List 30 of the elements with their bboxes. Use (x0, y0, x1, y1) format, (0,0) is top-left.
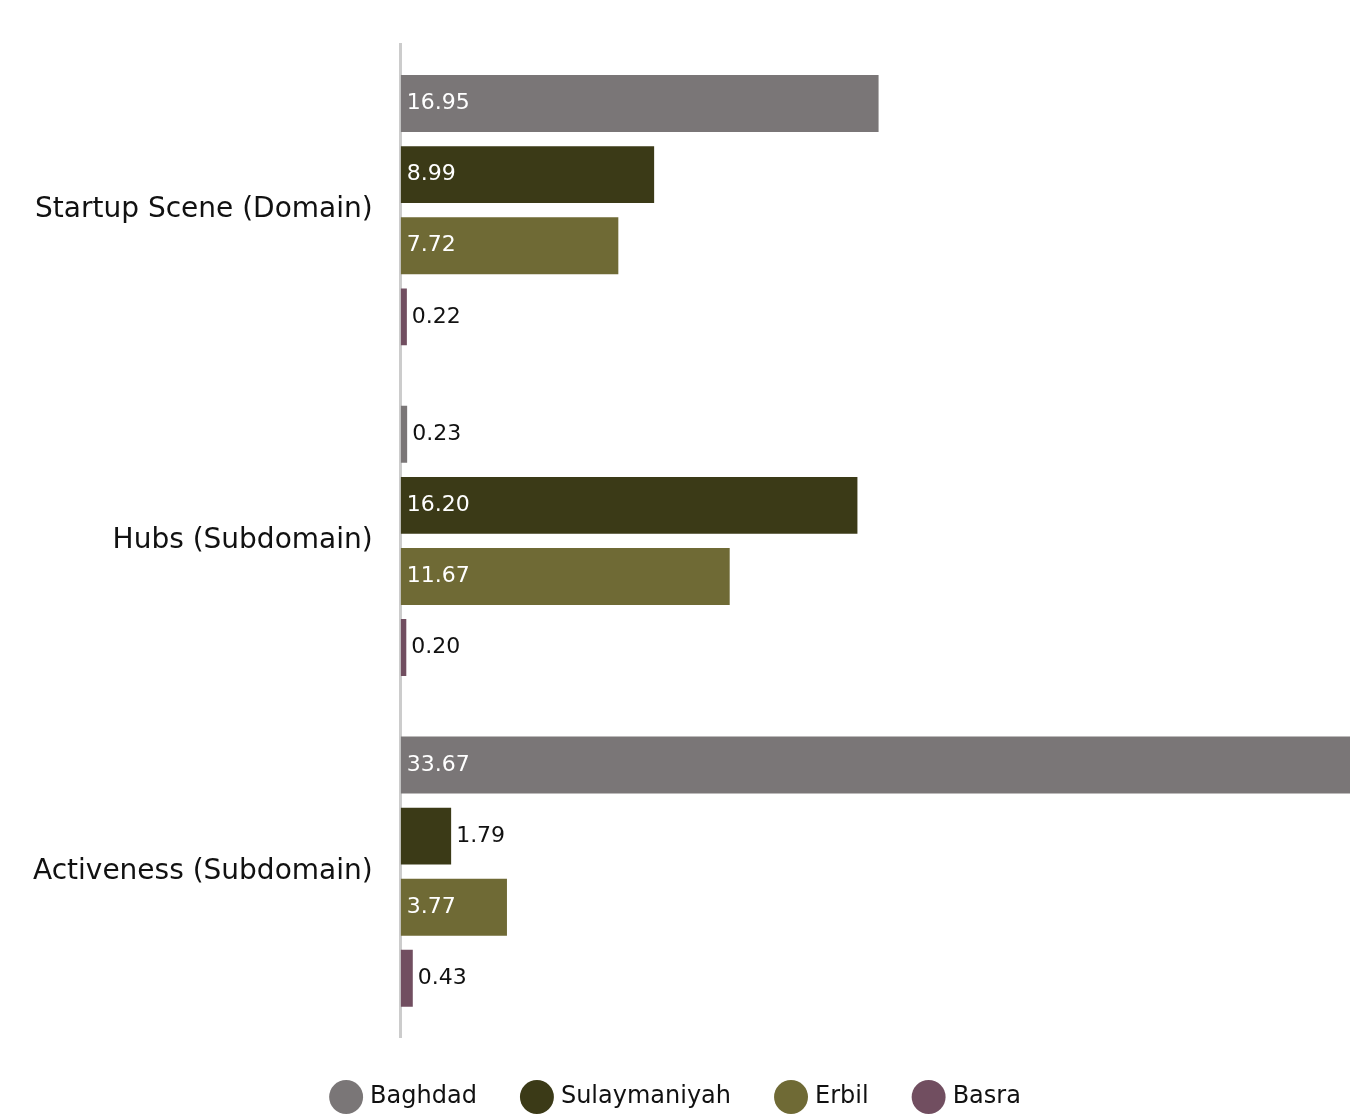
legend-label: Basra (952, 1081, 1021, 1110)
bar (400, 878, 507, 936)
data-label: 16.95 (406, 89, 470, 115)
legend-label: Erbil (815, 1081, 869, 1110)
y-tick-label: Startup Scene (Domain) (35, 191, 373, 225)
data-label: 3.77 (406, 892, 456, 918)
data-label: 0.43 (417, 964, 467, 990)
bar (400, 405, 408, 463)
bar (400, 146, 655, 204)
data-label: 0.20 (411, 633, 461, 659)
data-label: 16.20 (406, 491, 470, 517)
bar (400, 949, 413, 1007)
data-label: 8.99 (406, 160, 456, 186)
bar (400, 75, 879, 132)
data-label: 0.22 (411, 302, 461, 328)
bar (400, 736, 1350, 794)
data-label: 7.72 (406, 231, 456, 257)
data-label: 1.79 (456, 821, 506, 847)
legend-label: Sulaymaniyah (560, 1081, 732, 1110)
y-tick-label: Hubs (Subdomain) (112, 522, 373, 556)
y-tick-label: Activeness (Subdomain) (32, 852, 373, 886)
bar (400, 807, 452, 865)
bar (400, 217, 619, 275)
bar (400, 548, 730, 605)
legend-label: Baghdad (370, 1081, 477, 1110)
bar (400, 476, 858, 534)
data-label: 33.67 (406, 750, 470, 776)
data-label: 0.23 (412, 419, 462, 445)
bar (400, 288, 407, 346)
data-label: 11.67 (406, 562, 470, 588)
